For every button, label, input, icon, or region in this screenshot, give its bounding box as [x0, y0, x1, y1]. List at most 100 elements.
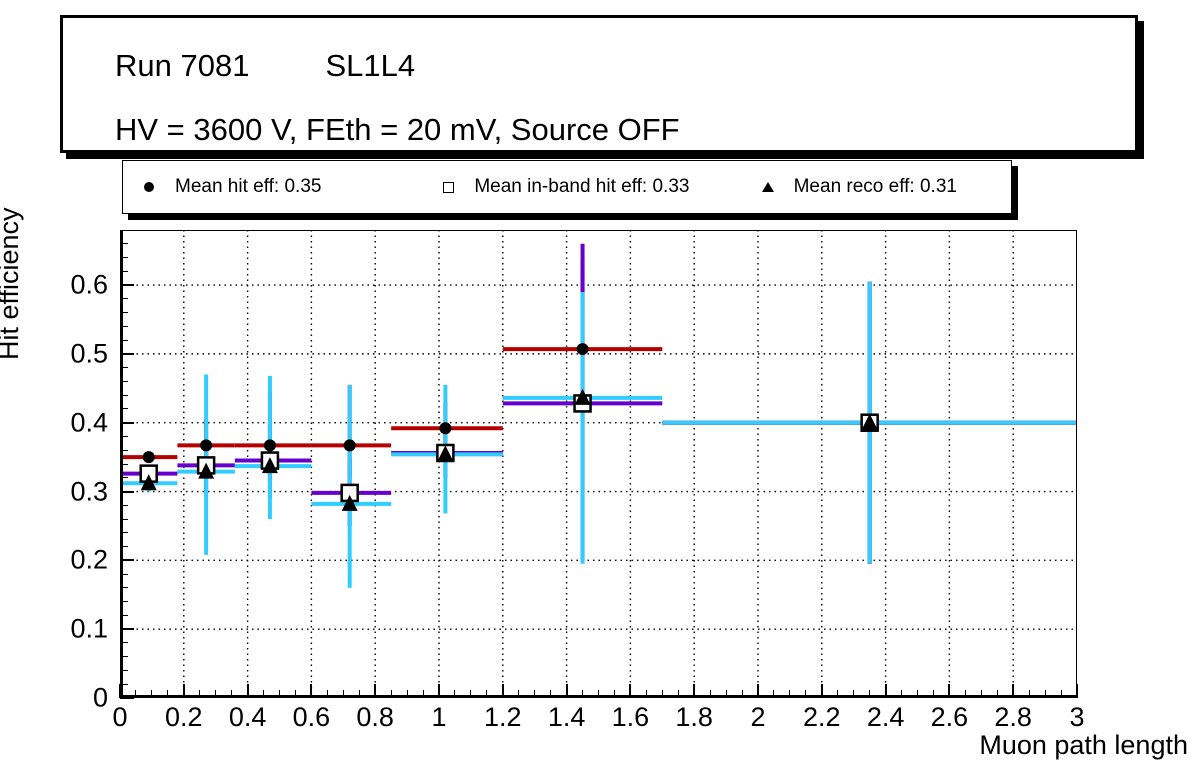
filled-circle-icon [200, 439, 213, 452]
y-tick-minor [120, 257, 128, 259]
x-tick-minor [199, 690, 201, 698]
y-tick-major [120, 490, 134, 493]
y-tick-major [120, 352, 134, 355]
y-tick-label: 0.5 [70, 338, 108, 369]
x-tick-label: 0 [112, 702, 128, 732]
y-tick-major [120, 421, 134, 424]
y-tick-minor [120, 408, 128, 410]
x-tick-label: 1.4 [547, 702, 586, 732]
y-tick-minor [120, 312, 128, 314]
x-tick-minor [406, 690, 408, 698]
x-tick-minor [773, 690, 775, 698]
x-tick-minor [151, 690, 153, 698]
x-tick-label: 2.8 [994, 702, 1032, 732]
x-tick-minor [677, 690, 679, 698]
plot-area [120, 230, 1077, 698]
filled-triangle-icon [198, 462, 215, 479]
x-tick-major [1076, 684, 1078, 698]
legend-entry-reco-eff: Mean reco eff: 0.31 [742, 161, 1011, 213]
legend-entry-hit-eff: Mean hit eff: 0.35 [123, 161, 422, 213]
legend: Mean hit eff: 0.35 Mean in-band hit eff:… [122, 160, 1012, 214]
y-tick-minor [120, 325, 128, 327]
open-square-icon [422, 181, 474, 193]
x-tick-label: 0.8 [356, 702, 394, 732]
x-tick-minor [358, 690, 360, 698]
x-tick-label: 1.2 [484, 702, 522, 732]
title-line-1: Run 7081 SL1L4 [115, 48, 415, 84]
y-tick-minor [120, 477, 128, 479]
filled-circle-icon [439, 422, 452, 435]
x-tick-minor [342, 690, 344, 698]
x-tick-label: 0.6 [292, 702, 331, 732]
y-tick-minor [120, 463, 128, 465]
x-tick-label: 1.8 [675, 702, 713, 732]
filled-triangle-icon [574, 388, 591, 405]
y-tick-minor [120, 518, 128, 520]
x-tick-minor [869, 690, 871, 698]
x-tick-minor [518, 690, 520, 698]
x-tick-label: 2.4 [866, 702, 905, 732]
x-tick-minor [294, 690, 296, 698]
x-tick-major [310, 684, 313, 698]
y-tick-minor [120, 656, 128, 658]
y-tick-minor [120, 546, 128, 548]
x-tick-minor [613, 690, 615, 698]
filled-triangle-icon [742, 182, 794, 192]
x-tick-minor [1028, 690, 1030, 698]
filled-triangle-icon [261, 457, 278, 474]
filled-triangle-icon [437, 445, 454, 462]
y-tick-minor [120, 339, 128, 341]
y-tick-label: 0.6 [70, 269, 108, 300]
legend-label-hit-eff: Mean hit eff: 0.35 [175, 176, 322, 197]
y-tick-label: 0.4 [70, 407, 108, 438]
x-tick-minor [390, 690, 392, 698]
x-tick-minor [534, 690, 536, 698]
x-tick-minor [645, 690, 647, 698]
x-tick-minor [853, 690, 855, 698]
x-tick-major [693, 684, 696, 698]
x-tick-minor [598, 690, 599, 698]
x-tick-major [1012, 684, 1015, 698]
x-tick-minor [932, 690, 934, 698]
filled-circle-icon [123, 182, 175, 192]
x-tick-label: 0.4 [228, 702, 267, 732]
x-tick-minor [486, 690, 488, 698]
x-tick-major [884, 684, 887, 698]
x-tick-minor [917, 690, 918, 698]
x-tick-label: 2 [750, 702, 766, 732]
x-tick-major [182, 684, 185, 698]
x-tick-major [246, 684, 249, 698]
markers-2 [140, 388, 878, 511]
y-tick-minor [120, 449, 128, 451]
grid-layer [120, 230, 1077, 698]
y-tick-label: 0.1 [70, 613, 108, 644]
x-tick-minor [837, 690, 839, 698]
x-tick-major [501, 684, 504, 698]
x-tick-minor [964, 690, 966, 698]
filled-circle-icon [576, 343, 589, 356]
x-tick-minor [215, 690, 217, 698]
legend-label-in-band-hit-eff: Mean in-band hit eff: 0.33 [474, 176, 690, 197]
x-tick-label: 1.6 [611, 702, 650, 732]
x-tick-label: 2.2 [803, 702, 841, 732]
x-tick-major [438, 684, 440, 698]
x-tick-major [757, 684, 759, 698]
title-line-2: HV = 3600 V, FEth = 20 mV, Source OFF [115, 112, 680, 147]
x-tick-minor [422, 690, 424, 698]
y-tick-minor [120, 243, 128, 245]
data-layer [120, 243, 1077, 588]
x-tick-label: 3 [1069, 702, 1085, 732]
y-tick-minor [120, 614, 128, 616]
x-tick-minor [805, 690, 807, 698]
x-tick-minor [454, 690, 456, 698]
y-tick-label: 0.2 [70, 544, 108, 575]
x-tick-label: 1 [431, 702, 447, 732]
legend-entry-in-band-hit-eff: Mean in-band hit eff: 0.33 [422, 161, 741, 213]
x-tick-minor [550, 690, 552, 698]
y-tick-minor [120, 573, 128, 575]
x-tick-label: 0.2 [165, 702, 203, 732]
x-tick-minor [263, 690, 265, 698]
x-tick-minor [789, 690, 791, 698]
x-tick-minor [661, 690, 663, 698]
